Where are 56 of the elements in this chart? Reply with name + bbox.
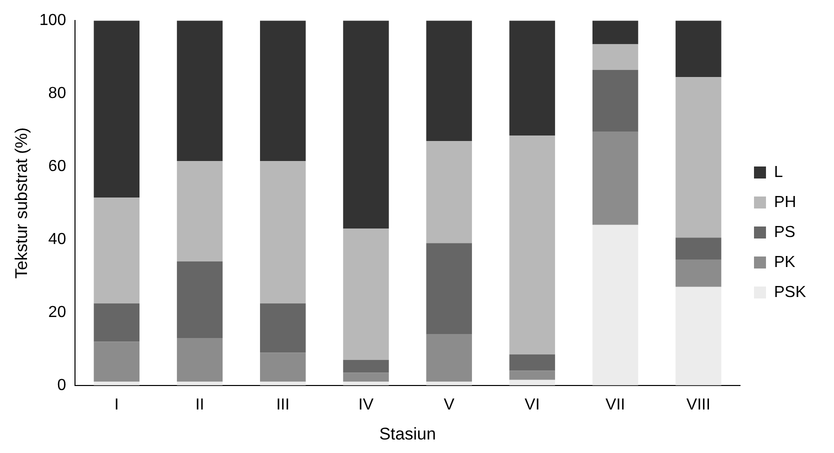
bar bbox=[260, 161, 306, 304]
bar bbox=[592, 20, 638, 44]
bar bbox=[509, 136, 556, 354]
x-tick-label: VII bbox=[606, 396, 626, 414]
bar bbox=[94, 20, 140, 198]
legend-label: PSK bbox=[774, 284, 806, 301]
bar bbox=[94, 198, 140, 304]
x-axis-title: Stasiun bbox=[379, 424, 436, 444]
legend-label: PH bbox=[774, 194, 796, 211]
bar bbox=[343, 360, 389, 373]
bar bbox=[426, 140, 472, 244]
x-tick-label: V bbox=[444, 396, 455, 414]
y-axis-title: Tekstur substrat (%) bbox=[12, 127, 31, 279]
bar bbox=[426, 243, 472, 334]
x-tick-label: II bbox=[195, 396, 204, 414]
bar bbox=[176, 261, 223, 338]
bar bbox=[509, 380, 556, 386]
bar bbox=[94, 303, 140, 342]
legend-label: PS bbox=[774, 224, 796, 241]
bar bbox=[509, 370, 556, 380]
bar bbox=[343, 20, 389, 229]
bar bbox=[509, 354, 556, 371]
y-tick-label: 20 bbox=[48, 304, 66, 321]
bar bbox=[176, 338, 223, 382]
bar bbox=[426, 20, 472, 141]
bar bbox=[676, 20, 722, 78]
x-tick-label: VIII bbox=[686, 396, 710, 414]
y-tick-label: 40 bbox=[48, 230, 66, 248]
legend-label: L bbox=[774, 164, 783, 181]
bar bbox=[676, 77, 722, 238]
bar bbox=[176, 20, 223, 162]
bar bbox=[343, 372, 389, 382]
bar bbox=[260, 20, 306, 162]
bar bbox=[592, 224, 638, 386]
x-tick-label: III bbox=[276, 396, 290, 414]
x-tick-label: I bbox=[114, 396, 119, 414]
bar bbox=[94, 342, 140, 382]
bar bbox=[592, 132, 638, 225]
bar bbox=[592, 70, 638, 132]
y-tick-label: 60 bbox=[48, 158, 66, 175]
bar bbox=[676, 286, 722, 386]
x-tick-label: VI bbox=[524, 396, 540, 414]
bar bbox=[426, 334, 472, 382]
bar bbox=[260, 303, 306, 353]
bar bbox=[176, 161, 223, 262]
bar bbox=[260, 352, 306, 382]
bar bbox=[676, 238, 722, 260]
legend-label: PK bbox=[774, 254, 796, 271]
bar bbox=[343, 228, 389, 360]
bar bbox=[509, 20, 556, 136]
y-tick-label: 0 bbox=[57, 376, 66, 394]
bar bbox=[592, 44, 638, 70]
bar bbox=[676, 260, 722, 287]
x-tick-label: IV bbox=[358, 396, 374, 414]
y-tick-label: 100 bbox=[39, 12, 66, 30]
y-tick-label: 80 bbox=[48, 84, 66, 102]
